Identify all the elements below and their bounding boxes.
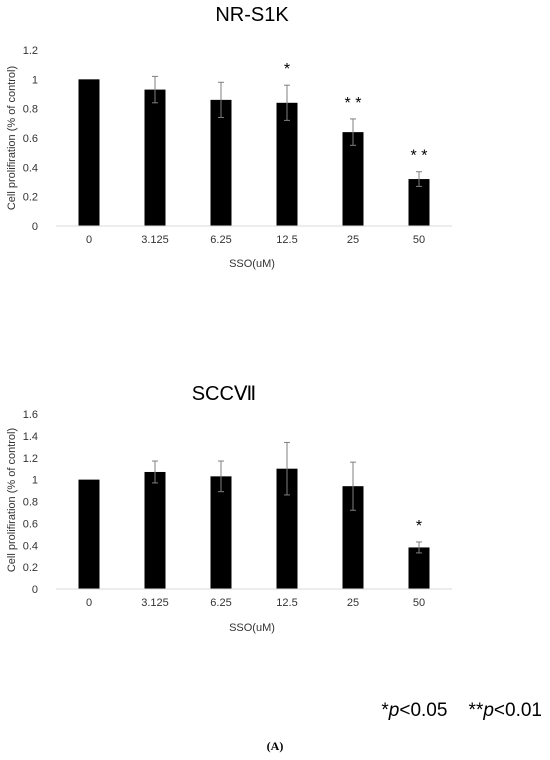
y-tick-label: 1.4 — [23, 431, 38, 443]
y-tick-label: 0.6 — [23, 133, 38, 145]
bar — [276, 102, 298, 226]
chart-title: SCCⅦ — [192, 383, 257, 405]
x-tick-label: 25 — [347, 234, 359, 246]
y-axis-label: Cell prolifiration (% of control) — [6, 428, 18, 572]
significance-mark: * * — [345, 95, 362, 112]
y-tick-labels: 0 0.2 0.4 0.6 0.8 1 1.2 1.4 1.6 — [23, 409, 38, 596]
significance-marks: * — [416, 518, 422, 535]
bar — [144, 471, 166, 589]
x-tick-labels: 0 3.125 6.25 12.5 25 50 — [86, 597, 425, 609]
bars — [78, 468, 430, 589]
bar — [78, 479, 100, 589]
x-tick-label: 6.25 — [210, 234, 231, 246]
x-tick-label: 50 — [413, 597, 425, 609]
x-tick-label: 0 — [86, 597, 92, 609]
y-tick-label: 0.6 — [23, 518, 38, 530]
bar — [276, 468, 298, 589]
bar — [210, 99, 232, 226]
x-axis-label: SSO(uM) — [229, 622, 275, 634]
y-tick-label: 0.8 — [23, 104, 38, 116]
y-tick-label: 0.8 — [23, 497, 38, 509]
bar — [342, 486, 364, 589]
x-axis-label: SSO(uM) — [229, 258, 275, 270]
y-tick-labels: 0 0.2 0.4 0.6 0.8 1 1.2 — [23, 45, 38, 233]
y-tick-label: 0.4 — [23, 162, 38, 174]
x-tick-label: 0 — [86, 234, 92, 246]
y-tick-label: 0.2 — [23, 562, 38, 574]
y-tick-label: 0 — [32, 221, 38, 233]
x-tick-label: 3.125 — [141, 597, 169, 609]
x-tick-label: 50 — [413, 234, 425, 246]
x-tick-label: 12.5 — [276, 234, 297, 246]
legend-sig2-threshold: <0.01 — [493, 700, 542, 721]
chart-nr-s1k: NR-S1K Cell prolifiration (% of control)… — [6, 4, 452, 270]
bar — [144, 89, 166, 226]
y-axis-label: Cell prolifiration (% of control) — [6, 66, 18, 210]
y-tick-label: 1.2 — [23, 45, 38, 57]
y-tick-label: 0.4 — [23, 540, 38, 552]
error-bars — [152, 441, 422, 554]
bar — [408, 547, 430, 589]
bar — [408, 179, 430, 226]
significance-mark: * — [416, 518, 422, 535]
bar — [210, 476, 232, 589]
legend-sig1-p: p — [388, 700, 400, 721]
y-tick-label: 1.2 — [23, 453, 38, 465]
legend-sig1-threshold: <0.05 — [399, 700, 448, 721]
x-tick-labels: 0 3.125 6.25 12.5 25 50 — [86, 234, 425, 246]
legend-sig1-prefix: * — [381, 700, 389, 721]
significance-marks: * * * * * — [284, 61, 428, 165]
chart-sccvii: SCCⅦ Cell prolifiration (% of control) S… — [6, 383, 452, 634]
x-tick-label: 3.125 — [141, 234, 169, 246]
y-tick-label: 0.2 — [23, 192, 38, 204]
legend-sig2-prefix: ** — [468, 700, 484, 721]
y-tick-label: 1 — [32, 475, 38, 487]
bar — [78, 79, 100, 226]
x-tick-label: 25 — [347, 597, 359, 609]
significance-mark: * * — [411, 148, 428, 165]
significance-mark: * — [284, 61, 290, 78]
y-tick-label: 0 — [32, 584, 38, 596]
significance-legend: *p<0.05 **p<0.01 — [381, 700, 542, 722]
bar — [342, 132, 364, 226]
y-tick-label: 1.6 — [23, 409, 38, 421]
legend-sig2-p: p — [483, 700, 494, 721]
chart-title: NR-S1K — [215, 4, 289, 26]
y-tick-label: 1 — [32, 74, 38, 86]
x-tick-label: 6.25 — [210, 597, 231, 609]
error-bars — [152, 75, 422, 187]
panel-label: (A) — [266, 739, 284, 753]
bars — [78, 79, 430, 226]
x-tick-label: 12.5 — [276, 597, 297, 609]
